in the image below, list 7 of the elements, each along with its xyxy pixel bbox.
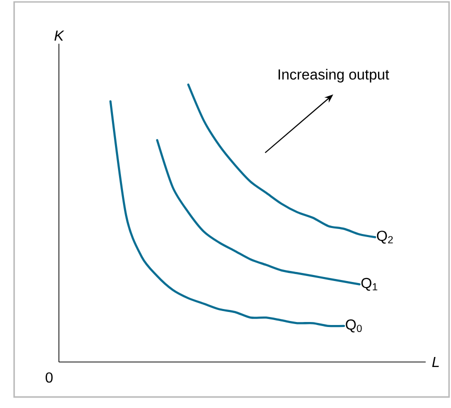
series-label: Q$_{1}$ xyxy=(361,278,378,291)
text: Increasing output xyxy=(278,69,390,83)
x-axis-title: L xyxy=(432,357,439,368)
y-axis-title: K xyxy=(54,30,64,41)
series-label: Q$_{2}$ xyxy=(376,230,393,244)
series-label: Q$_{0}$ xyxy=(346,320,362,333)
text: 0 xyxy=(46,372,53,383)
